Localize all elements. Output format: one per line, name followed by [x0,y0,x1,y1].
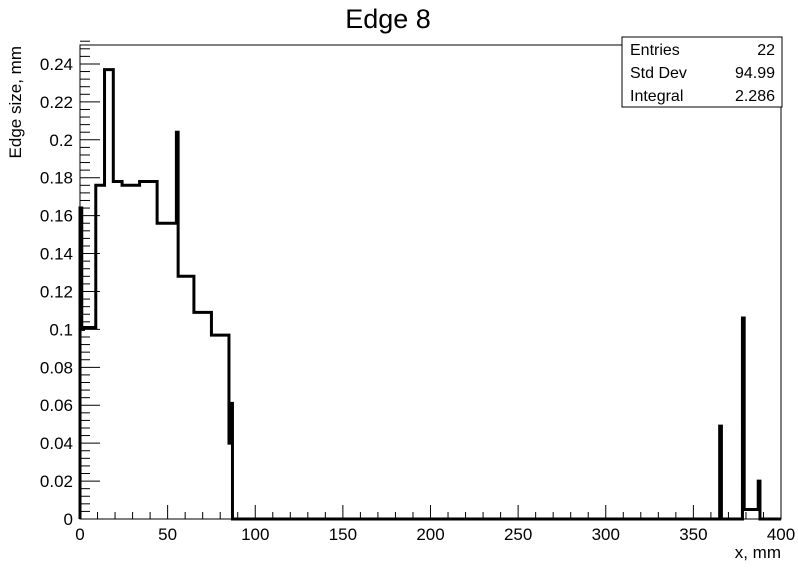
x-tick-label: 400 [767,525,795,544]
x-tick-label: 300 [592,525,620,544]
x-axis-tick-labels: 0 50 100 150 200 250 300 350 400 [75,525,795,544]
stats-value-integral: 2.286 [735,88,775,105]
stats-box-frame [621,36,783,108]
x-tick-label: 50 [158,525,177,544]
chart-title: Edge 8 [345,4,431,34]
y-tick-label: 0 [64,510,73,529]
x-tick-label: 0 [75,525,84,544]
y-tick-label: 0.18 [40,169,73,188]
y-axis-title: Edge size, mm [6,46,25,158]
y-tick-label: 0.22 [40,93,73,112]
y-tick-label: 0.08 [40,358,73,377]
x-tick-label: 250 [504,525,532,544]
y-tick-label: 0.16 [40,207,73,226]
y-tick-label: 0.02 [40,472,73,491]
stats-box: Entries 22 Std Dev 94.99 Integral 2.286 [621,36,783,108]
y-tick-label: 0.06 [40,396,73,415]
stats-value-std-dev: 94.99 [735,65,775,82]
x-tick-label: 200 [416,525,444,544]
y-tick-label: 0.04 [40,434,73,453]
y-tick-label: 0.14 [40,245,73,264]
x-tick-label: 100 [241,525,269,544]
x-tick-label: 350 [679,525,707,544]
y-tick-label: 0.2 [49,131,73,150]
stats-label-integral: Integral [630,88,683,105]
histogram-series-line [78,68,781,521]
x-axis-title: x, mm [735,543,781,562]
y-tick-label: 0.12 [40,282,73,301]
stats-label-std-dev: Std Dev [630,65,687,82]
y-tick-label: 0.24 [40,55,73,74]
stats-label-entries: Entries [630,42,680,59]
y-tick-label: 0.1 [49,320,73,339]
stats-value-entries: 22 [757,42,775,59]
x-tick-label: 150 [329,525,357,544]
y-axis-tick-labels: 0 0.02 0.04 0.06 0.08 0.1 0.12 0.14 0.16 0.18 0.2 0… [40,55,73,529]
